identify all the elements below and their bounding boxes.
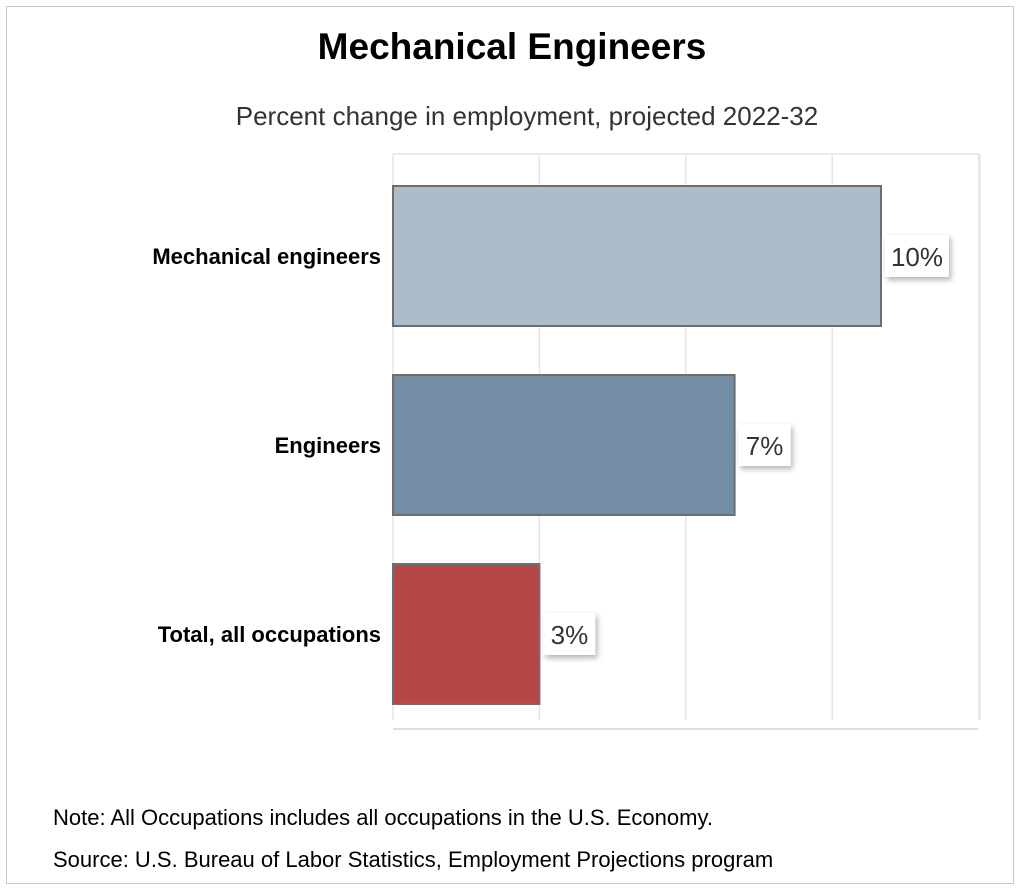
value-labels: 10% 7% 3%	[543, 235, 949, 655]
value-label-text: 3%	[551, 620, 589, 650]
note-text: Note: All Occupations includes all occup…	[53, 805, 713, 830]
category-label: Mechanical engineers	[152, 244, 381, 269]
value-label-box	[543, 613, 596, 655]
bars	[392, 185, 882, 705]
category-labels: Mechanical engineers Engineers Total, all …	[152, 244, 381, 647]
notes: Note: All Occupations includes all occup…	[53, 797, 773, 881]
value-label: 7%	[738, 424, 791, 466]
value-label: 10%	[885, 235, 949, 277]
source-text: Source: U.S. Bureau of Labor Statistics,…	[53, 847, 774, 872]
bar	[392, 374, 736, 516]
value-label: 3%	[543, 613, 596, 655]
category-label: Total, all occupations	[158, 622, 381, 647]
chart-subtitle: Percent change in employment, projected …	[235, 101, 819, 131]
value-label-box	[885, 235, 949, 277]
bar	[392, 185, 882, 327]
category-label: Engineers	[275, 433, 381, 458]
value-label-text: 10%	[891, 242, 943, 272]
bar	[392, 563, 541, 705]
chart-title: Mechanical Engineers	[317, 26, 707, 67]
value-label-box	[738, 424, 791, 466]
value-label-text: 7%	[746, 431, 784, 461]
